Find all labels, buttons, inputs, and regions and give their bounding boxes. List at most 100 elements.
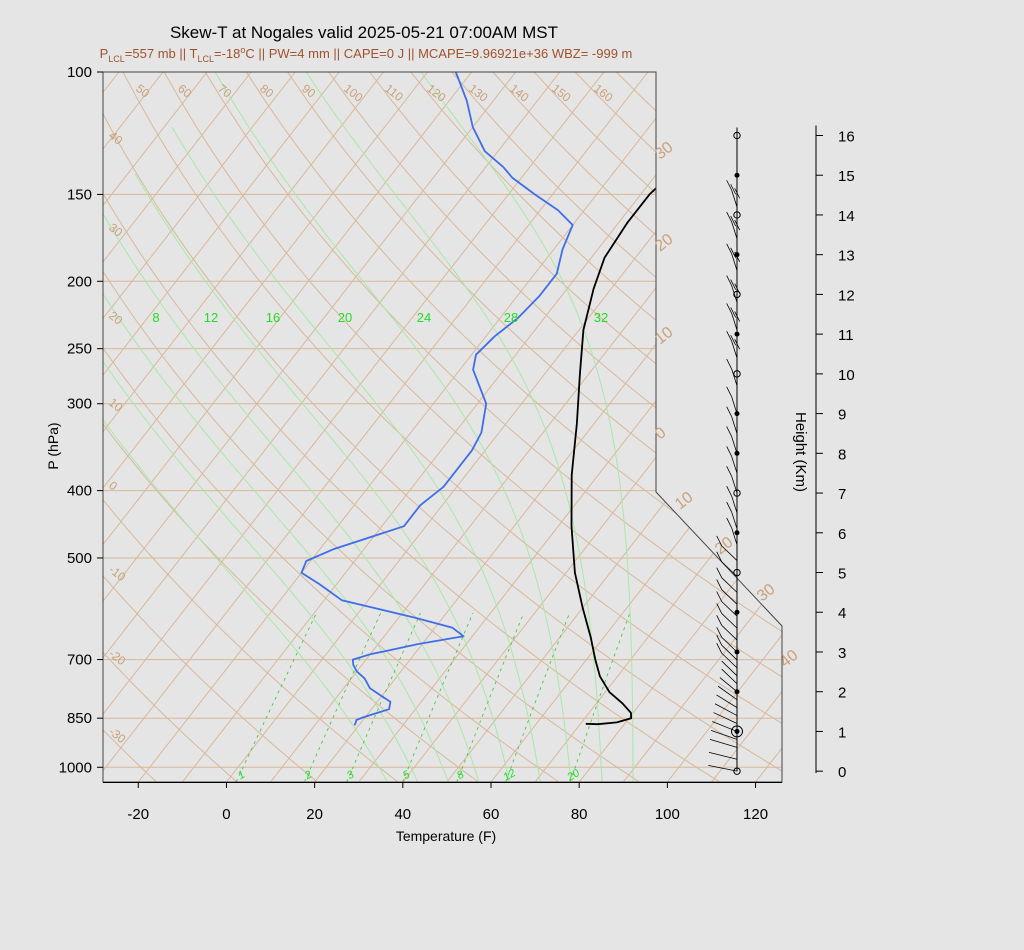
dry-adiabat bbox=[163, 72, 782, 782]
height-tick-label: 8 bbox=[838, 446, 846, 463]
pressure-tick-label: 500 bbox=[67, 550, 92, 567]
adiabat-label: 20 bbox=[712, 534, 737, 558]
wind-barb-flag bbox=[716, 615, 723, 626]
wind-barb-flag bbox=[734, 251, 741, 263]
x-tick-label: 60 bbox=[483, 806, 500, 823]
wind-barb-flag bbox=[726, 386, 733, 398]
dry-adiabat bbox=[328, 72, 782, 782]
dry-adiabat bbox=[122, 72, 782, 782]
pressure-tick-label: 700 bbox=[67, 652, 92, 669]
wind-barb bbox=[731, 527, 738, 545]
wind-barb bbox=[731, 396, 738, 414]
pressure-tick-label: 200 bbox=[67, 273, 92, 290]
isotherm-line bbox=[932, 72, 1024, 782]
height-tick-label: 14 bbox=[838, 208, 855, 225]
pressure-tick-label: 1000 bbox=[59, 759, 92, 776]
wind-barb-flag bbox=[726, 426, 733, 437]
chart-subtitle: PLCL=557 mb || TLCL=-18oC || PW=4 mm || … bbox=[100, 45, 633, 64]
isotherm-line bbox=[103, 72, 649, 782]
y-axis-label: P (hPa) bbox=[45, 422, 61, 469]
wind-level-marker bbox=[733, 290, 741, 299]
wind-barb-flag bbox=[730, 307, 737, 318]
isotherm-line bbox=[103, 72, 340, 782]
dry-adiabat bbox=[103, 72, 318, 782]
wind-barb bbox=[731, 511, 738, 529]
wind-barb bbox=[719, 677, 738, 693]
moist-adiabat bbox=[305, 72, 603, 782]
isotherm-line bbox=[844, 72, 1024, 782]
x-tick-label: 100 bbox=[655, 806, 680, 823]
wind-barb-flag bbox=[734, 188, 741, 199]
wind-barb bbox=[731, 190, 738, 208]
wind-barb bbox=[712, 721, 738, 732]
wind-level-marker bbox=[734, 172, 740, 178]
wind-barb bbox=[731, 285, 738, 303]
dewpoint-line bbox=[300, 72, 574, 726]
wind-barb-flag bbox=[716, 579, 723, 590]
wind-barb bbox=[731, 456, 738, 474]
dry-adiabat bbox=[103, 72, 782, 782]
wind-barb-flag bbox=[726, 303, 733, 314]
moist-adiabat-label: 20 bbox=[338, 310, 352, 325]
wind-barb-flag bbox=[726, 517, 733, 529]
isotherm-line bbox=[976, 72, 1024, 782]
isotherm-line bbox=[137, 72, 693, 782]
wind-barb-flag bbox=[716, 551, 723, 562]
wind-level-marker bbox=[733, 211, 741, 219]
dry-adiabat bbox=[369, 72, 782, 782]
wind-barb-flag bbox=[734, 339, 741, 350]
isotherm-line bbox=[103, 72, 605, 782]
wind-barb-flag bbox=[726, 211, 733, 223]
wind-level-marker bbox=[733, 131, 741, 140]
wind-barb-flag bbox=[734, 311, 741, 322]
isotherm-line bbox=[578, 72, 782, 782]
mixing-ratio-line bbox=[456, 612, 525, 782]
wind-barb-flag bbox=[734, 219, 741, 231]
wind-barb-flag bbox=[716, 567, 723, 578]
moist-adiabat-label: 16 bbox=[266, 310, 280, 325]
wind-barb bbox=[731, 341, 738, 359]
pressure-tick-label: 100 bbox=[67, 64, 92, 81]
pressure-tick-label: 400 bbox=[67, 483, 92, 500]
wind-barb-flag bbox=[730, 335, 737, 346]
height-axis-label: Height (Km) bbox=[792, 412, 809, 492]
x-tick-label: -20 bbox=[127, 806, 149, 823]
wind-barb-flag bbox=[730, 279, 737, 290]
dry-adiabat bbox=[103, 72, 721, 782]
moist-adiabat-label: 28 bbox=[504, 310, 518, 325]
dry-adiabat bbox=[103, 72, 399, 782]
wind-barb bbox=[713, 712, 738, 724]
height-tick-label: 1 bbox=[838, 724, 846, 741]
isotherm-line bbox=[0, 72, 75, 782]
isotherm-line bbox=[103, 72, 208, 782]
wind-barb-flag bbox=[726, 331, 733, 342]
pw-value: 4 mm bbox=[297, 46, 330, 61]
wind-barb bbox=[721, 613, 738, 629]
wind-level-marker bbox=[733, 489, 741, 497]
moist-adiabat bbox=[134, 173, 510, 782]
mixing-ratio-line bbox=[303, 612, 382, 782]
wind-barb bbox=[731, 416, 738, 434]
moist-adiabat-label: 8 bbox=[152, 310, 159, 325]
wind-barb-flag bbox=[716, 535, 723, 547]
height-tick-label: 5 bbox=[838, 566, 846, 583]
mixing-ratio-line bbox=[235, 612, 317, 782]
wind-barb bbox=[716, 694, 738, 708]
wind-barb bbox=[731, 221, 738, 239]
wind-level-marker bbox=[733, 568, 741, 577]
pressure-tick-label: 250 bbox=[67, 341, 92, 358]
height-tick-label: 4 bbox=[838, 605, 846, 622]
isotherm-line bbox=[622, 72, 782, 782]
height-tick-label: 9 bbox=[838, 407, 846, 424]
dry-adiabat bbox=[103, 72, 157, 782]
height-tick-label: 15 bbox=[838, 168, 855, 185]
wind-barb-flag bbox=[726, 485, 733, 497]
moist-adiabat bbox=[171, 126, 541, 782]
surface-calm-circle bbox=[731, 725, 743, 738]
wind-barb-flag bbox=[716, 627, 723, 638]
wind-barb bbox=[708, 764, 738, 772]
moist-adiabat bbox=[103, 249, 449, 782]
wind-level-marker bbox=[734, 609, 740, 615]
wind-barb-flag bbox=[730, 247, 737, 259]
